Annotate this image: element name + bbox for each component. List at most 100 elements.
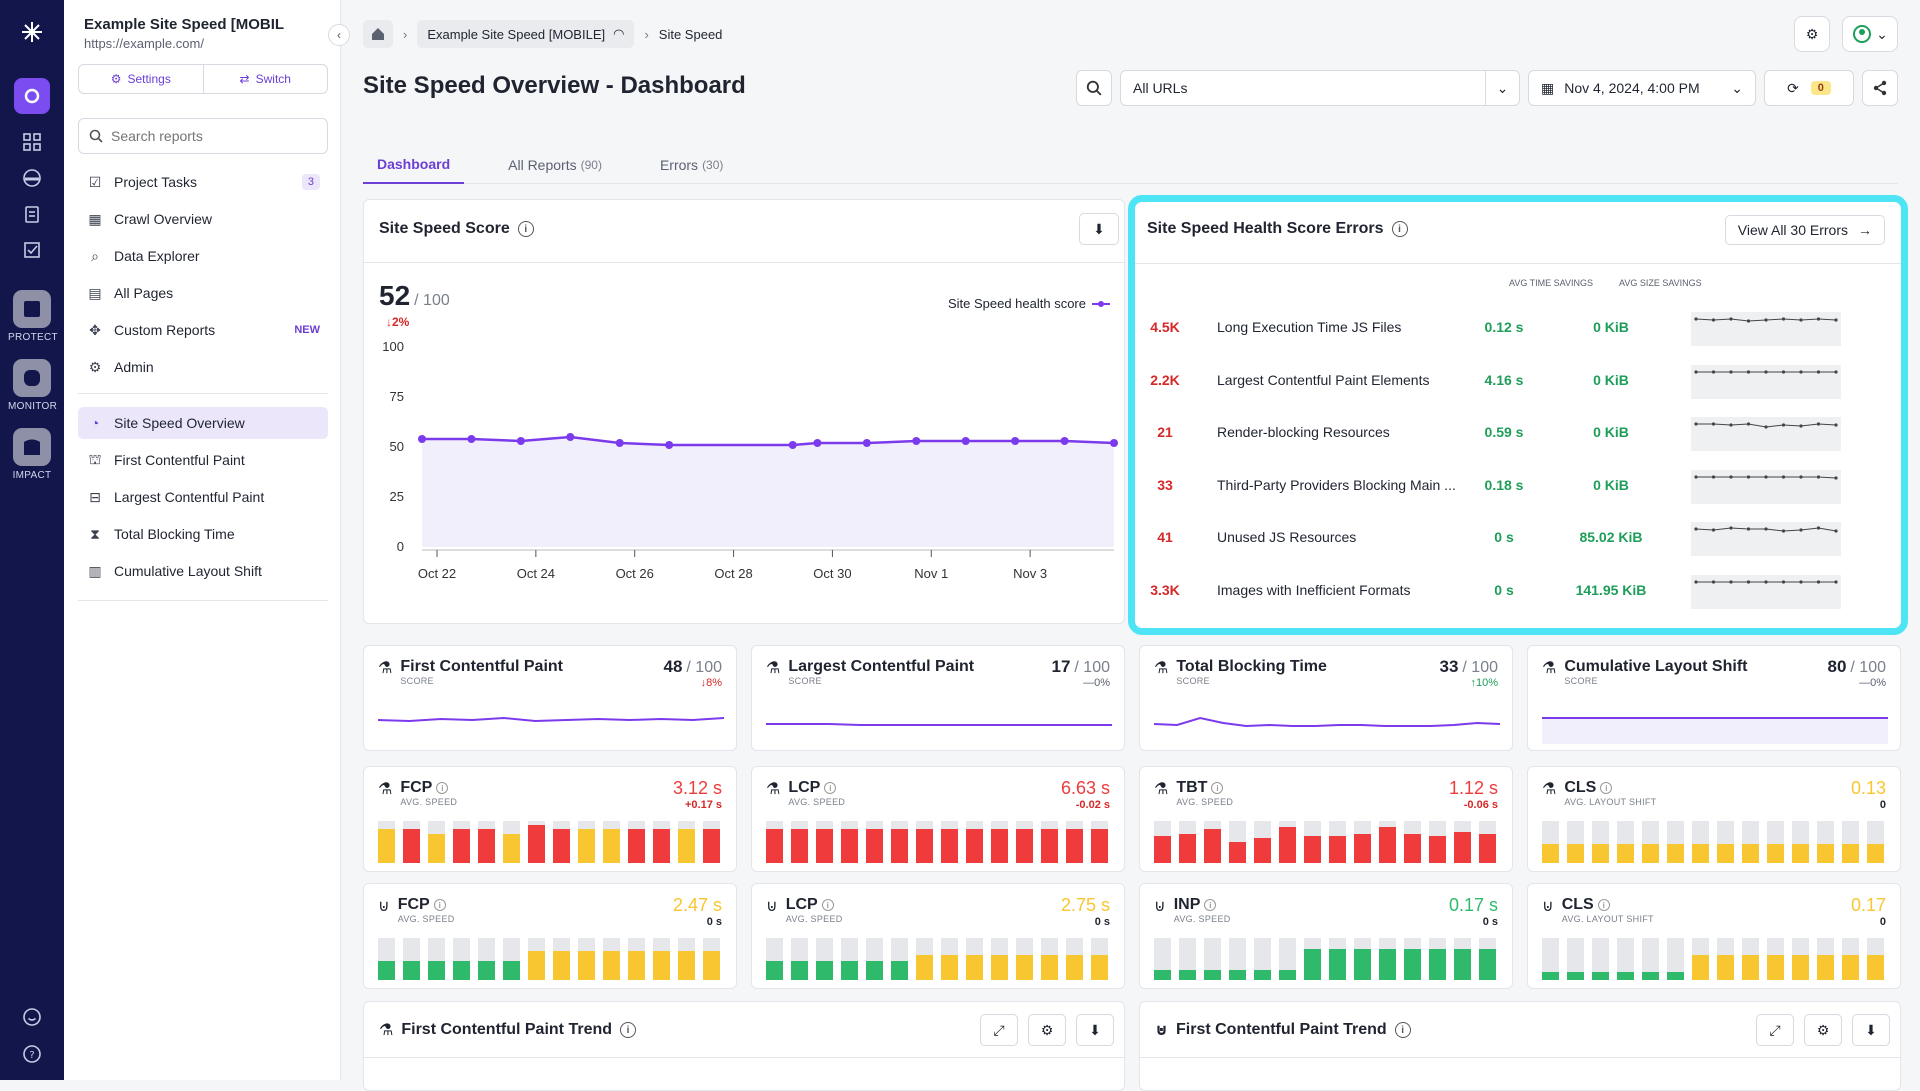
bar[interactable] <box>628 821 645 863</box>
bar[interactable] <box>1229 821 1246 863</box>
bar[interactable] <box>1354 938 1371 980</box>
download-button[interactable]: ⬇ <box>1852 1014 1890 1046</box>
bar[interactable] <box>428 821 445 863</box>
bar[interactable] <box>916 821 933 863</box>
score-tile[interactable]: ⚗ First Contentful Paint SCORE 48/ 100 ↓8% <box>363 645 737 751</box>
nav-project-tasks[interactable]: ☑ Project Tasks 3 <box>78 166 328 198</box>
bar[interactable] <box>1154 821 1171 863</box>
metric-tile[interactable]: ⊍ CLS i AVG. LAYOUT SHIFT 0.17 0 <box>1527 883 1901 989</box>
bar[interactable] <box>478 938 495 980</box>
data-point[interactable] <box>862 439 871 447</box>
bar[interactable] <box>1792 938 1809 980</box>
bar[interactable] <box>1254 938 1271 980</box>
bar[interactable] <box>841 821 858 863</box>
bar[interactable] <box>1642 821 1659 863</box>
monitor-nav[interactable]: MONITOR <box>8 359 57 412</box>
settings-gear-button[interactable]: ⚙ <box>1794 16 1830 52</box>
metric-tile[interactable]: ⚗ CLS i AVG. LAYOUT SHIFT 0.13 0 <box>1527 766 1901 872</box>
bar[interactable] <box>503 821 520 863</box>
bar[interactable] <box>1304 938 1321 980</box>
data-point[interactable] <box>665 441 674 449</box>
bar[interactable] <box>478 821 495 863</box>
refresh-button[interactable]: ⟳ 0 <box>1764 70 1854 106</box>
error-row[interactable]: 4.5K Long Execution Time JS Files 0.12 s 0 … <box>1135 301 1905 353</box>
nav-total-blocking-time[interactable]: ⧗ Total Blocking Time <box>78 518 328 550</box>
bar[interactable] <box>941 821 958 863</box>
bar[interactable] <box>528 938 545 980</box>
bar[interactable] <box>578 821 595 863</box>
bar[interactable] <box>1592 821 1609 863</box>
bar[interactable] <box>1379 821 1396 863</box>
tab-dashboard[interactable]: Dashboard <box>363 146 465 184</box>
data-point[interactable] <box>1110 439 1118 447</box>
bar[interactable] <box>941 938 958 980</box>
bar[interactable] <box>966 821 983 863</box>
metric-tile[interactable]: ⚗ LCP i AVG. SPEED 6.63 s -0.02 s <box>751 766 1125 872</box>
bar[interactable] <box>1066 938 1083 980</box>
bar[interactable] <box>1041 821 1058 863</box>
bar[interactable] <box>1279 938 1296 980</box>
tab-errors[interactable]: Errors (30) <box>646 146 737 184</box>
bar[interactable] <box>378 821 395 863</box>
bar[interactable] <box>1817 821 1834 863</box>
nav-first-contentful-paint[interactable]: ⛫ First Contentful Paint <box>78 444 328 476</box>
bar[interactable] <box>1767 821 1784 863</box>
bar[interactable] <box>1204 938 1221 980</box>
account-menu[interactable]: ⌄ <box>1842 16 1898 52</box>
bar[interactable] <box>528 821 545 863</box>
data-point[interactable] <box>1011 437 1020 445</box>
info-icon[interactable]: i <box>433 899 446 911</box>
nav-largest-contentful-paint[interactable]: ⊟ Largest Contentful Paint <box>78 481 328 513</box>
gauge-icon[interactable] <box>14 160 50 196</box>
bar[interactable] <box>653 821 670 863</box>
bar[interactable] <box>1041 938 1058 980</box>
impact-nav[interactable]: IMPACT <box>8 428 56 481</box>
bar[interactable] <box>1479 821 1496 863</box>
info-icon[interactable]: i <box>1600 782 1613 794</box>
nav-custom-reports[interactable]: ✥ Custom Reports NEW <box>78 314 328 346</box>
bar[interactable] <box>916 938 933 980</box>
info-icon[interactable]: i <box>436 782 449 794</box>
nav-site-speed-overview[interactable]: ◔ Site Speed Overview <box>78 407 328 439</box>
help-icon[interactable]: ? <box>14 1036 50 1072</box>
data-point[interactable] <box>788 441 797 449</box>
bar[interactable] <box>453 938 470 980</box>
chart-settings-button[interactable]: ⚙ <box>1804 1014 1842 1046</box>
bar[interactable] <box>966 938 983 980</box>
bar[interactable] <box>1016 938 1033 980</box>
data-point[interactable] <box>912 437 921 445</box>
data-point[interactable] <box>418 435 426 443</box>
bar[interactable] <box>1617 821 1634 863</box>
bar[interactable] <box>1842 938 1859 980</box>
settings-button[interactable]: ⚙ Settings <box>79 65 203 93</box>
download-button[interactable]: ⬇ <box>1076 1014 1114 1046</box>
data-point[interactable] <box>467 435 476 443</box>
bar[interactable] <box>1542 938 1559 980</box>
bar[interactable] <box>603 821 620 863</box>
chart-settings-button[interactable]: ⚙ <box>1028 1014 1066 1046</box>
clipboard-icon[interactable] <box>14 196 50 232</box>
bar[interactable] <box>453 821 470 863</box>
nav-all-pages[interactable]: ▤ All Pages <box>78 277 328 309</box>
bar[interactable] <box>866 821 883 863</box>
data-point[interactable] <box>961 437 970 445</box>
collapse-sidebar-button[interactable]: ‹ <box>328 24 350 46</box>
bar[interactable] <box>1617 938 1634 980</box>
date-select[interactable]: ▦ Nov 4, 2024, 4:00 PM ⌄ <box>1528 70 1756 106</box>
bar[interactable] <box>1404 938 1421 980</box>
data-point[interactable] <box>566 433 575 441</box>
bar[interactable] <box>678 938 695 980</box>
bar[interactable] <box>503 938 520 980</box>
nav-admin[interactable]: ⚙ Admin <box>78 351 328 383</box>
bar[interactable] <box>628 938 645 980</box>
bar[interactable] <box>1642 938 1659 980</box>
bar[interactable] <box>603 938 620 980</box>
data-point[interactable] <box>615 439 624 447</box>
feedback-icon[interactable] <box>14 999 50 1035</box>
bar[interactable] <box>1354 821 1371 863</box>
breadcrumb-project[interactable]: Example Site Speed [MOBILE] ◠ <box>417 20 635 48</box>
error-row[interactable]: 21 Render-blocking Resources 0.59 s 0 KiB <box>1135 406 1905 458</box>
info-icon[interactable]: i <box>1391 221 1408 237</box>
score-tile[interactable]: ⚗ Largest Contentful Paint SCORE 17/ 100 —0% <box>751 645 1125 751</box>
